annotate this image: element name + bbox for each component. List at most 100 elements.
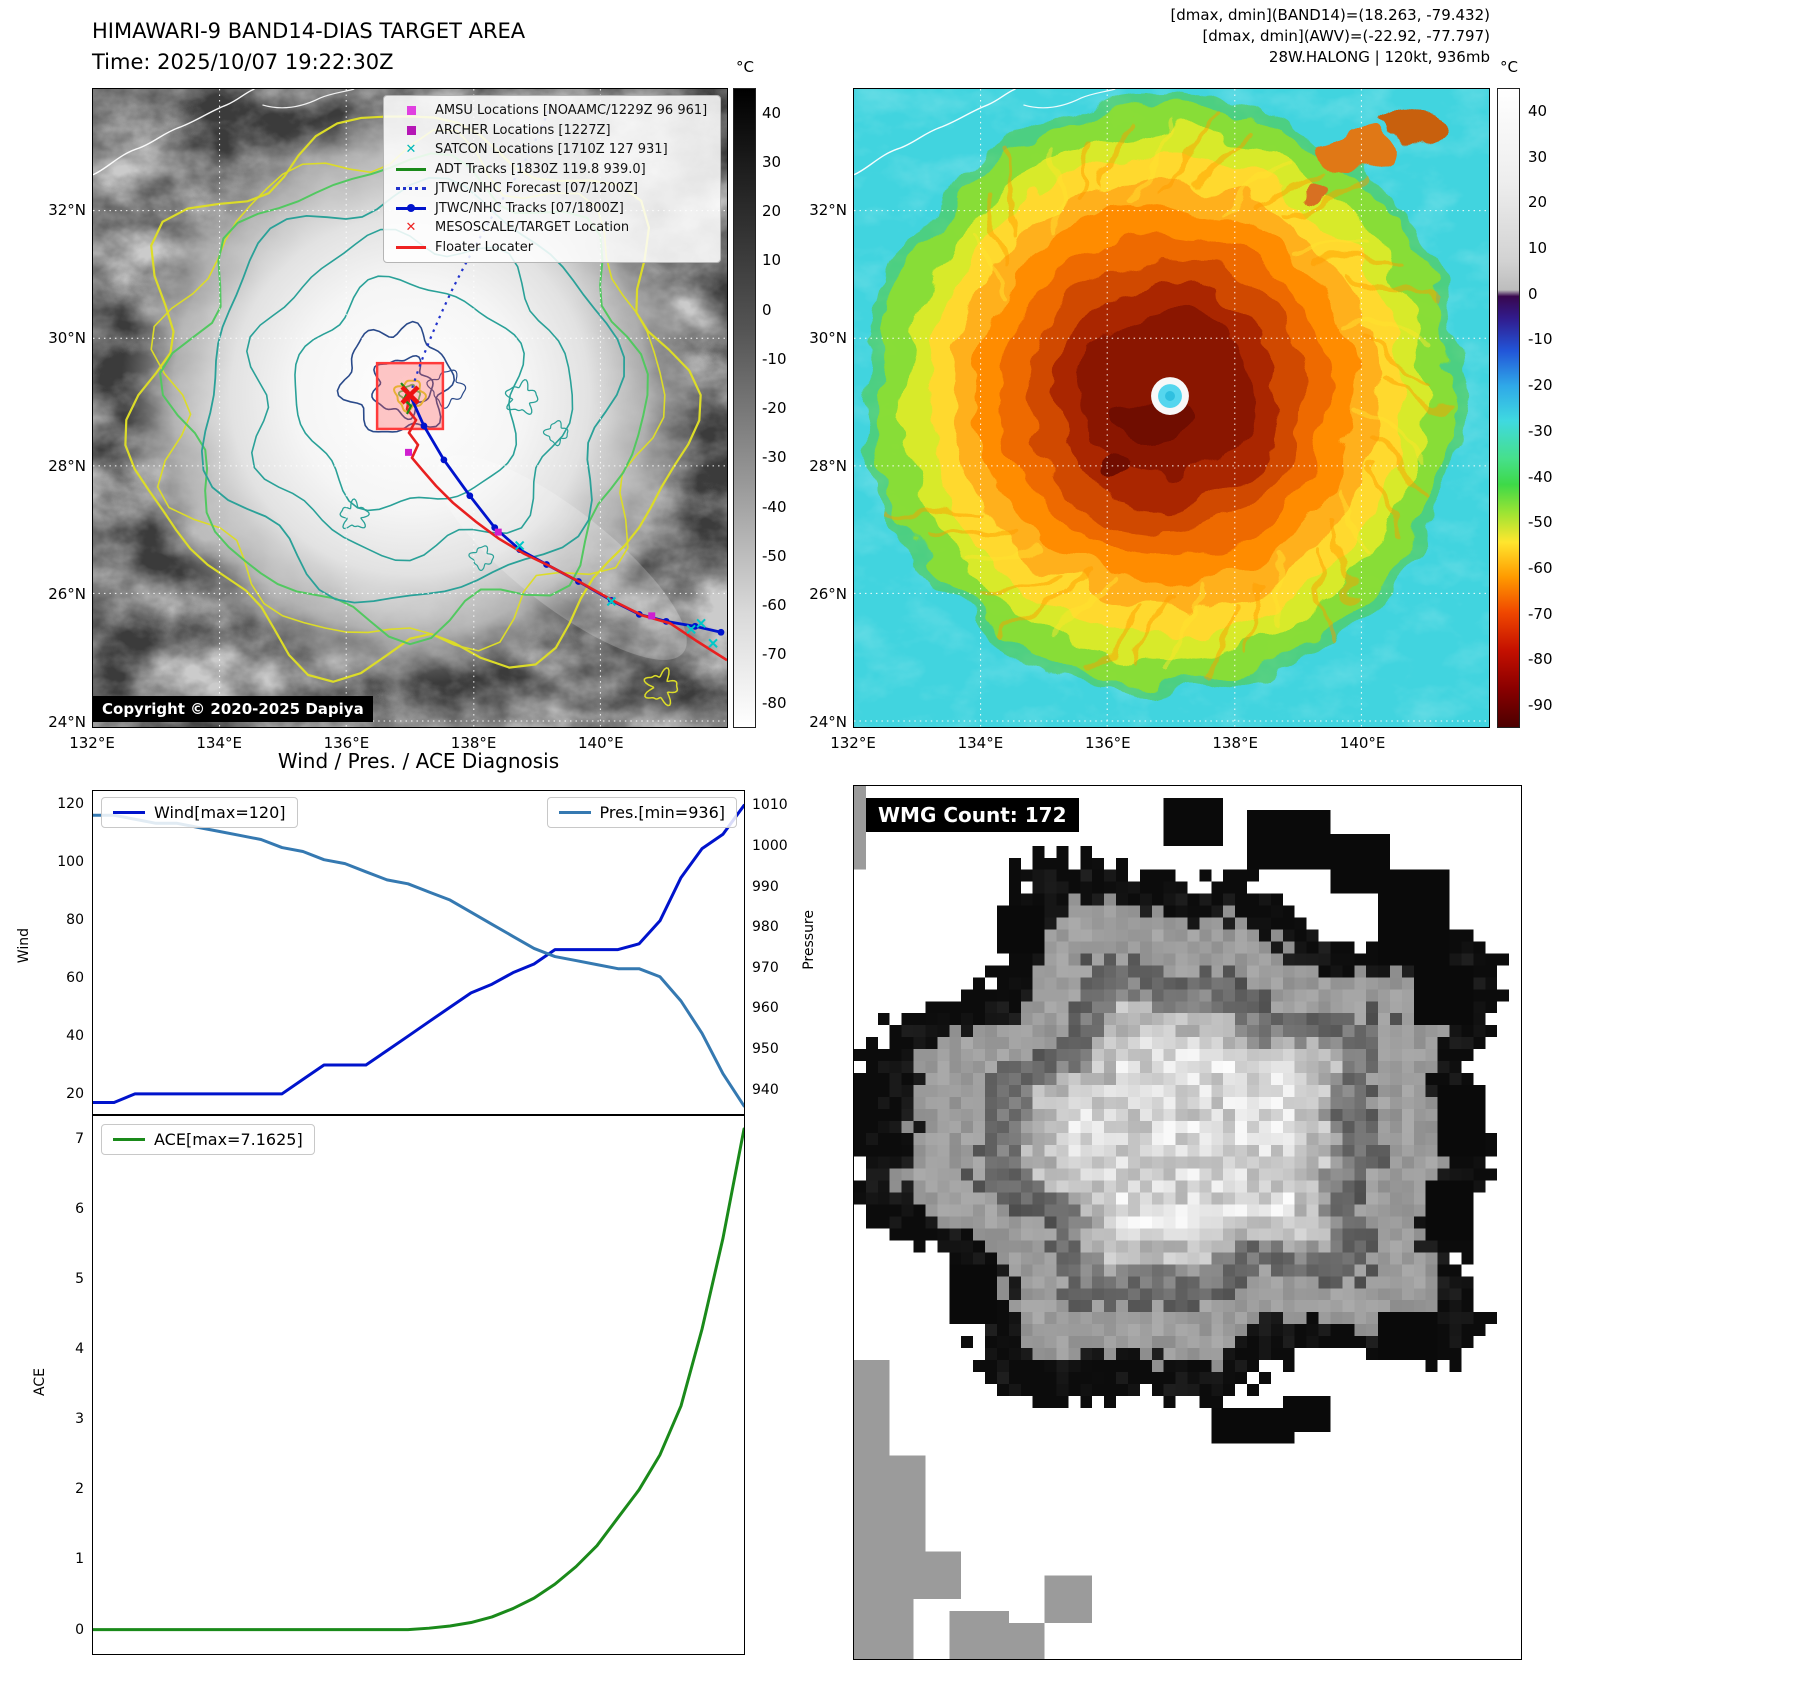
- copyright: Copyright © 2020-2025 Dapiya: [93, 696, 373, 722]
- tl-colorbar-tick: -70: [762, 645, 787, 664]
- coastline-2: [1023, 89, 1116, 109]
- tr-lon-tick: 138°E: [1212, 734, 1258, 752]
- tr-lon-tick: 132°E: [830, 734, 876, 752]
- spiral-streak: [924, 527, 1012, 539]
- spiral-streak: [985, 189, 1007, 270]
- legend-label: Floater Locater: [435, 239, 534, 255]
- tr-colorbar-tick: -80: [1528, 650, 1553, 669]
- ace-plot: [93, 1127, 744, 1632]
- wind-line-sample-icon: [113, 811, 145, 814]
- enhanced-ir-map-panel: [853, 88, 1490, 728]
- dotted-blue-icon: [393, 187, 429, 191]
- spiral-streak: [1349, 280, 1438, 296]
- tr-colorbar-tick: -20: [1528, 376, 1553, 395]
- ace-axis-label: ACE: [32, 1368, 48, 1396]
- contour: [339, 498, 370, 530]
- square-purple-icon: [393, 125, 429, 135]
- storm-color-rings: [865, 95, 1465, 695]
- tr-lat-tick: 26°N: [809, 584, 847, 603]
- wind-pressure-chart: [92, 790, 745, 1115]
- storm-info-block: [dmax, dmin](BAND14)=(18.263, -79.432) […: [990, 5, 1490, 68]
- page-title: HIMAWARI-9 BAND14-DIAS TARGET AREA: [92, 19, 526, 43]
- line-green-icon: [393, 167, 429, 171]
- wind-tick: 20: [66, 1085, 84, 1102]
- series-line: [93, 813, 744, 1108]
- tl-colorbar-tick: 30: [762, 152, 782, 171]
- tl-colorbar-tick: -30: [762, 448, 787, 467]
- spiral-band: [436, 455, 687, 660]
- spiral-streak: [1367, 467, 1404, 536]
- satcon-marker: [708, 638, 718, 648]
- pres-tick: 1010: [752, 797, 788, 814]
- tr-colorbar-unit: °C: [1500, 58, 1518, 76]
- tr-colorbar-tick: -40: [1528, 467, 1553, 486]
- track-point: [466, 492, 474, 500]
- pres-tick: 940: [752, 1081, 779, 1098]
- legend-label: ADT Tracks [1830Z 119.8 939.0]: [435, 161, 646, 177]
- spiral-streak: [1206, 599, 1239, 684]
- coastline: [93, 89, 255, 176]
- ace-tick: 1: [75, 1551, 84, 1568]
- ace-tick: 2: [75, 1481, 84, 1498]
- ace-tick: 4: [75, 1340, 84, 1357]
- tr-colorbar-tick: 0: [1528, 284, 1538, 303]
- satcon-marker: [514, 540, 525, 551]
- spiral-streak: [1342, 318, 1435, 340]
- ace-tick: 5: [75, 1270, 84, 1287]
- series-line: [93, 803, 744, 1104]
- grayscale-colorbar: [733, 88, 756, 728]
- tr-colorbar-tick: 20: [1528, 193, 1548, 212]
- spiral-streak: [1249, 166, 1328, 211]
- tl-colorbar-tick: 10: [762, 251, 782, 270]
- pres-tick: 970: [752, 959, 779, 976]
- wmg-pixel-image: [854, 786, 1521, 1659]
- spiral-streak: [978, 577, 1052, 600]
- satcon-marker: [686, 624, 696, 634]
- pres-tick: 1000: [752, 837, 788, 854]
- spiral-streak: [1132, 127, 1174, 206]
- dmax-dmin-awv: [dmax, dmin](AWV)=(-22.92, -77.797): [1202, 27, 1490, 45]
- legend-item: JTWC/NHC Forecast [07/1200Z]: [386, 179, 718, 199]
- tl-colorbar-tick: 40: [762, 103, 782, 122]
- amsu-marker: [648, 612, 656, 620]
- line-red-icon: [393, 245, 429, 249]
- storm-id-intensity: 28W.HALONG | 120kt, 936mb: [1268, 48, 1490, 66]
- wmg-count-badge: WMG Count: 172: [866, 798, 1079, 832]
- tr-colorbar-tick: -70: [1528, 604, 1553, 623]
- tr-colorbar-tick: -10: [1528, 330, 1553, 349]
- tl-colorbar-tick: -60: [762, 595, 787, 614]
- coastline: [854, 89, 1016, 176]
- tr-colorbar-tick: -90: [1528, 696, 1553, 715]
- spiral-streak: [1315, 548, 1335, 644]
- pres-line-sample-icon: [558, 811, 591, 814]
- spiral-streak: [1292, 240, 1365, 254]
- legend-item: ✕ SATCON Locations [1710Z 127 931]: [386, 140, 718, 160]
- band14-map-panel: AMSU Locations [NOAAMC/1229Z 96 961] ARCH…: [92, 88, 728, 728]
- tl-lon-tick: 140°E: [577, 734, 624, 752]
- spiral-streak: [972, 231, 1000, 301]
- floater-line: [405, 394, 727, 662]
- tl-lon-tick: 134°E: [196, 734, 242, 752]
- graticule: [93, 89, 727, 727]
- legend-item: AMSU Locations [NOAAMC/1229Z 96 961]: [386, 101, 718, 121]
- tr-colorbar-tick: 30: [1528, 147, 1548, 166]
- spiral-streak: [1049, 580, 1118, 638]
- tl-colorbar-tick: -10: [762, 349, 787, 368]
- spiral-streak: [1327, 516, 1356, 602]
- tr-colorbar-tick: -60: [1528, 559, 1553, 577]
- contour: [426, 369, 467, 409]
- legend-item: ✕ MESOSCALE/TARGET Location: [386, 218, 718, 238]
- spiral-streak: [1283, 178, 1374, 216]
- spiral-streak: [1192, 133, 1254, 182]
- tl-lat-tick: 24°N: [48, 712, 86, 731]
- legend-item: ARCHER Locations [1227Z]: [386, 121, 718, 141]
- ace-chart: [92, 1115, 745, 1655]
- spiral-streak: [1006, 149, 1019, 238]
- spiral-streak: [1081, 609, 1143, 667]
- tl-colorbar-tick: 0: [762, 300, 772, 319]
- ace-tick: 7: [75, 1130, 84, 1147]
- tl-colorbar-tick: -80: [762, 694, 787, 713]
- pressure-axis-label: Pressure: [801, 910, 817, 970]
- wind-legend: Wind[max=120]: [101, 797, 298, 828]
